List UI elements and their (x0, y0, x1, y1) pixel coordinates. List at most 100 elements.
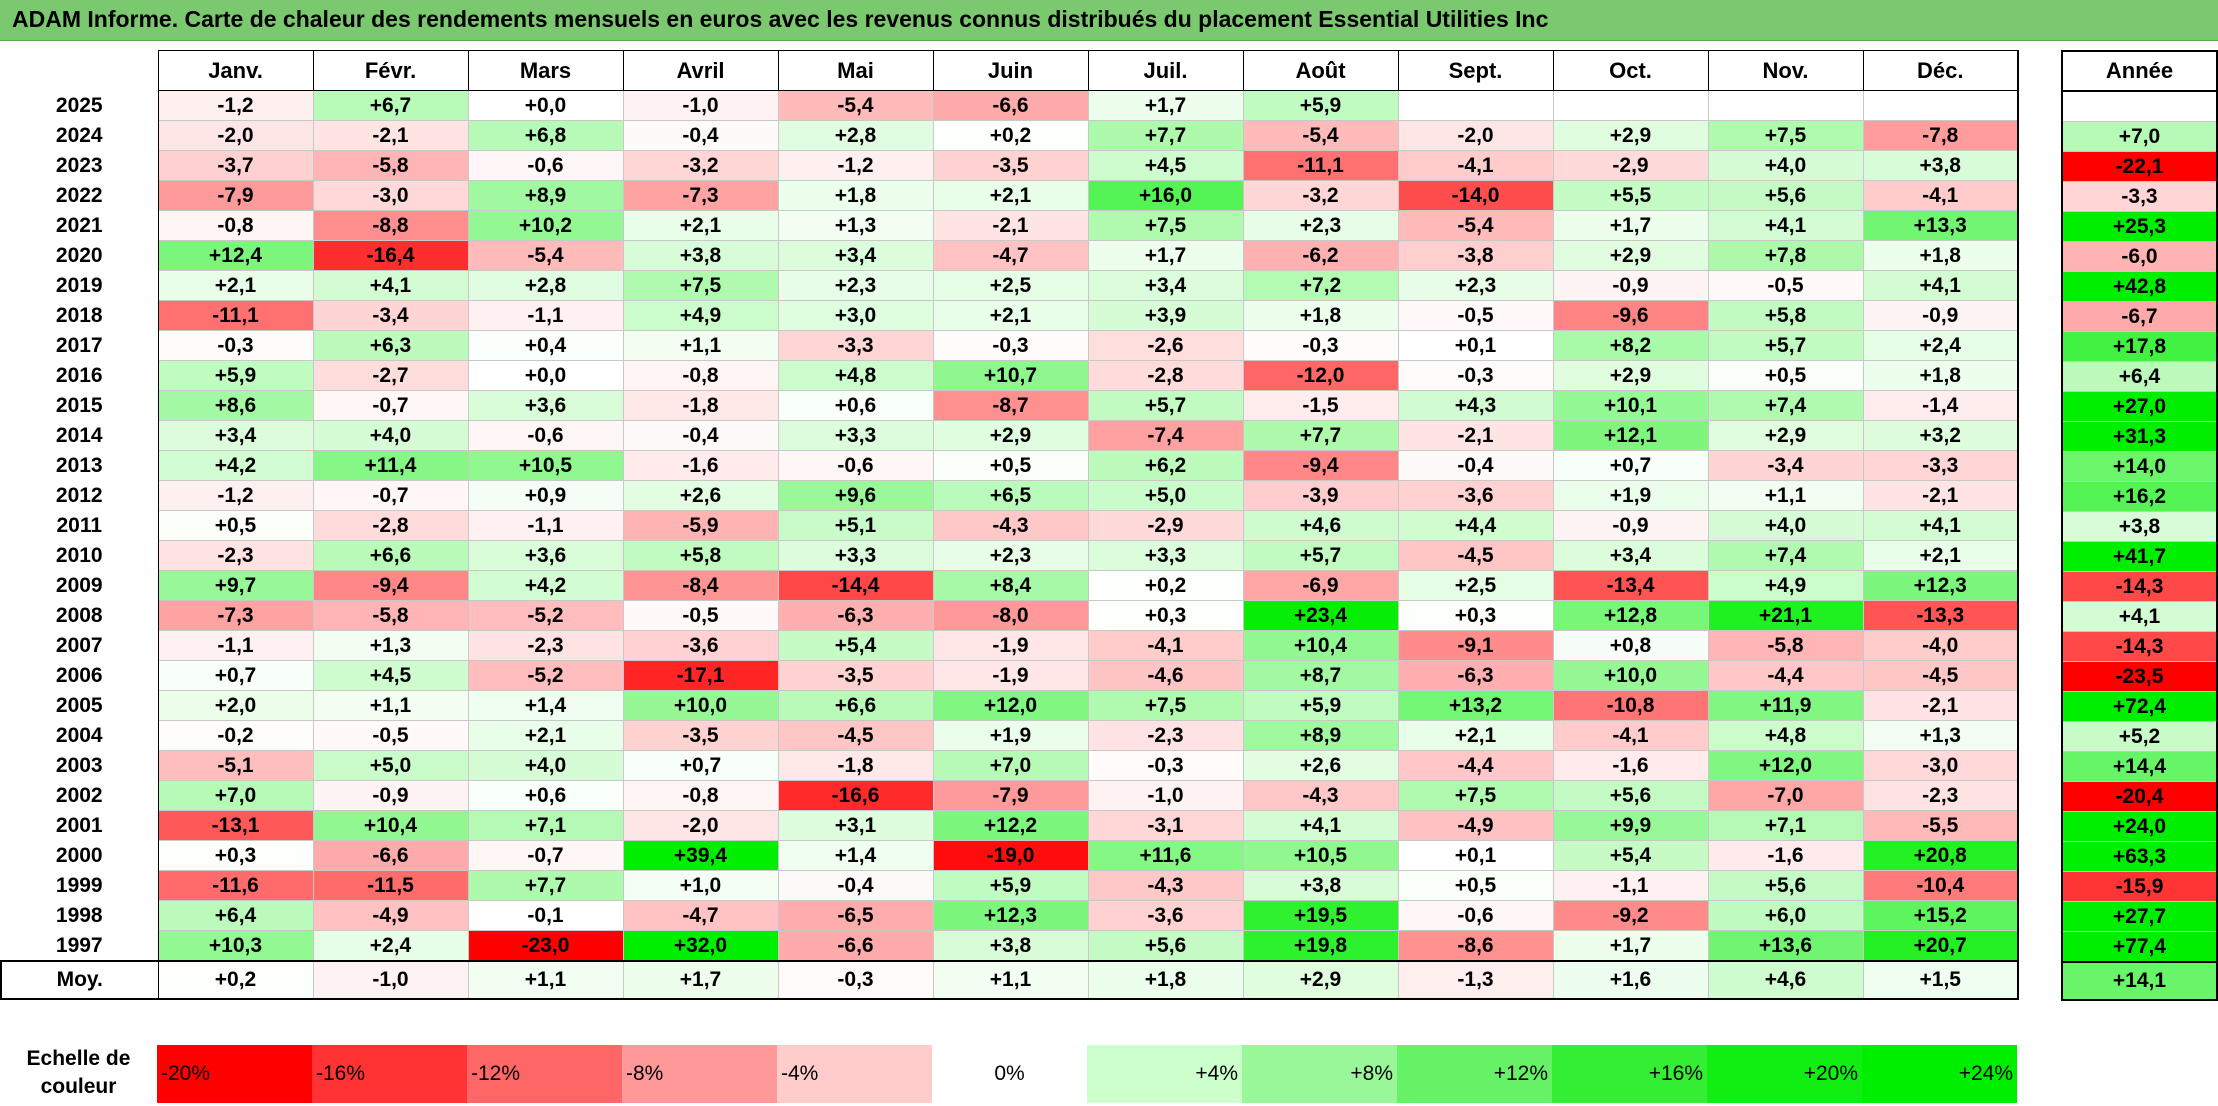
heatmap-cell: +2,1 (1862, 540, 2019, 571)
annual-row: -6,7 (2061, 300, 2218, 332)
heatmap-cell: +4,0 (467, 750, 624, 781)
annual-cell: +5,2 (2061, 720, 2218, 752)
heatmap-cell: -13,3 (1862, 600, 2019, 631)
heatmap-cell: +5,9 (157, 360, 314, 391)
heatmap-cell: +21,1 (1707, 600, 1864, 631)
heatmap-cell: +7,5 (1707, 120, 1864, 151)
annual-row: -3,3 (2061, 180, 2218, 212)
heatmap-cell: -1,4 (1862, 390, 2019, 421)
heatmap-cell: -3,6 (1397, 480, 1554, 511)
heatmap-cell: +10,3 (157, 930, 314, 962)
heatmap-cell: +12,8 (1552, 600, 1709, 631)
heatmap-cell: -0,9 (1862, 300, 2019, 331)
heatmap-cell: +0,2 (932, 120, 1089, 151)
heatmap-cell: -7,4 (1087, 420, 1244, 451)
annual-average-row: +14,1 (2061, 960, 2218, 1001)
heatmap-cell: +10,4 (1242, 630, 1399, 661)
annual-row: -15,9 (2061, 870, 2218, 902)
heatmap-cell: +4,5 (1087, 150, 1244, 181)
annual-cell: +27,0 (2061, 390, 2218, 422)
annual-cell: +77,4 (2061, 930, 2218, 962)
heatmap-cell: +5,8 (1707, 300, 1864, 331)
heatmap-cell: -1,3 (1397, 960, 1554, 1000)
month-header: Juin (932, 50, 1089, 91)
heatmap-cell: -6,6 (777, 930, 934, 962)
heatmap-cell: +1,1 (1707, 480, 1864, 511)
annual-row: +42,8 (2061, 270, 2218, 302)
heatmap-cell: +6,7 (312, 90, 469, 121)
heatmap-cell: +6,0 (1707, 900, 1864, 931)
heatmap-cell: -1,0 (312, 960, 469, 1000)
heatmap-cell: +2,0 (157, 690, 314, 721)
heatmap-cell: +2,3 (1242, 210, 1399, 241)
heatmap-cell: -8,4 (622, 570, 779, 601)
heatmap-cell: +3,4 (1552, 540, 1709, 571)
heatmap-cell: -4,3 (1087, 870, 1244, 901)
heatmap-cell: -3,9 (1242, 480, 1399, 511)
heatmap-cell: +2,8 (777, 120, 934, 151)
heatmap-cell: +8,9 (467, 180, 624, 211)
annual-cell: +72,4 (2061, 690, 2218, 722)
heatmap-cell: +5,6 (1087, 930, 1244, 962)
heatmap-cell: +7,7 (1087, 120, 1244, 151)
heatmap-cell: +1,3 (1862, 720, 2019, 751)
heatmap-cell: -2,1 (312, 120, 469, 151)
annual-row: +14,4 (2061, 750, 2218, 782)
heatmap-cell: -2,7 (312, 360, 469, 391)
heatmap-cell: -23,0 (467, 930, 624, 962)
heatmap-cell: -5,1 (157, 750, 314, 781)
heatmap-cell: -2,9 (1087, 510, 1244, 541)
heatmap-cell: +3,3 (777, 420, 934, 451)
heatmap-cell: +4,1 (1862, 510, 2019, 541)
heatmap-cell: +10,0 (622, 690, 779, 721)
heatmap-cell: +0,3 (1087, 600, 1244, 631)
heatmap-cell: +2,3 (1397, 270, 1554, 301)
heatmap-cell: +9,7 (157, 570, 314, 601)
heatmap-cell: -14,4 (777, 570, 934, 601)
annual-row: -6,0 (2061, 240, 2218, 272)
heatmap-cell: -1,0 (622, 90, 779, 121)
heatmap-cell: -0,3 (1397, 360, 1554, 391)
heatmap-cell: -0,3 (932, 330, 1089, 361)
year-row: 2016 +5,9 -2,7 +0,0 -0,8 +4,8 +10,7 -2,8 -12,0 -0… (1, 360, 2019, 391)
heatmap-cell: -0,8 (622, 360, 779, 391)
heatmap-cell: +0,5 (1397, 870, 1554, 901)
heatmap-cell: -0,9 (312, 780, 469, 811)
heatmap-cell: -3,5 (932, 150, 1089, 181)
heatmap-cell: +2,5 (1397, 570, 1554, 601)
year-label: 2013 (1, 450, 159, 481)
heatmap-cell: -0,3 (777, 960, 934, 1000)
heatmap-cell: -10,4 (1862, 870, 2019, 901)
heatmap-cell: +9,9 (1552, 810, 1709, 841)
heatmap-cell: +4,1 (1242, 810, 1399, 841)
heatmap-cell: +7,7 (467, 870, 624, 901)
heatmap-cell: -6,2 (1242, 240, 1399, 271)
heatmap-cell: +5,1 (777, 510, 934, 541)
heatmap-cell: +3,4 (1087, 270, 1244, 301)
heatmap-cell: -0,6 (1397, 900, 1554, 931)
heatmap-cell: +0,2 (1087, 570, 1244, 601)
year-row: 2017 -0,3 +6,3 +0,4 +1,1 -3,3 -0,3 -2,6 -0,3 +0,1… (1, 330, 2019, 361)
heatmap-cell: +8,9 (1242, 720, 1399, 751)
heatmap-cell: +13,2 (1397, 690, 1554, 721)
month-header: Nov. (1707, 50, 1864, 91)
heatmap-cell: +0,1 (1397, 330, 1554, 361)
heatmap-cell: -9,2 (1552, 900, 1709, 931)
color-scale-step: -8% (622, 1045, 777, 1103)
annual-cell: +41,7 (2061, 540, 2218, 572)
heatmap-cell: -1,6 (622, 450, 779, 481)
heatmap-cell: -16,4 (312, 240, 469, 271)
month-header: Janv. (157, 50, 314, 91)
year-label: 2014 (1, 420, 159, 451)
year-label: 2000 (1, 840, 159, 871)
heatmap-cell: +10,4 (312, 810, 469, 841)
heatmap-cell: +8,6 (157, 390, 314, 421)
heatmap-cell: -5,8 (312, 150, 469, 181)
heatmap-cell: -1,9 (932, 660, 1089, 691)
heatmap-cell: +5,7 (1242, 540, 1399, 571)
heatmap-cell: -4,4 (1397, 750, 1554, 781)
heatmap-cell: +0,6 (467, 780, 624, 811)
annual-cell: +25,3 (2061, 210, 2218, 242)
heatmap-cell: +10,7 (932, 360, 1089, 391)
heatmap-cell: +5,4 (777, 630, 934, 661)
